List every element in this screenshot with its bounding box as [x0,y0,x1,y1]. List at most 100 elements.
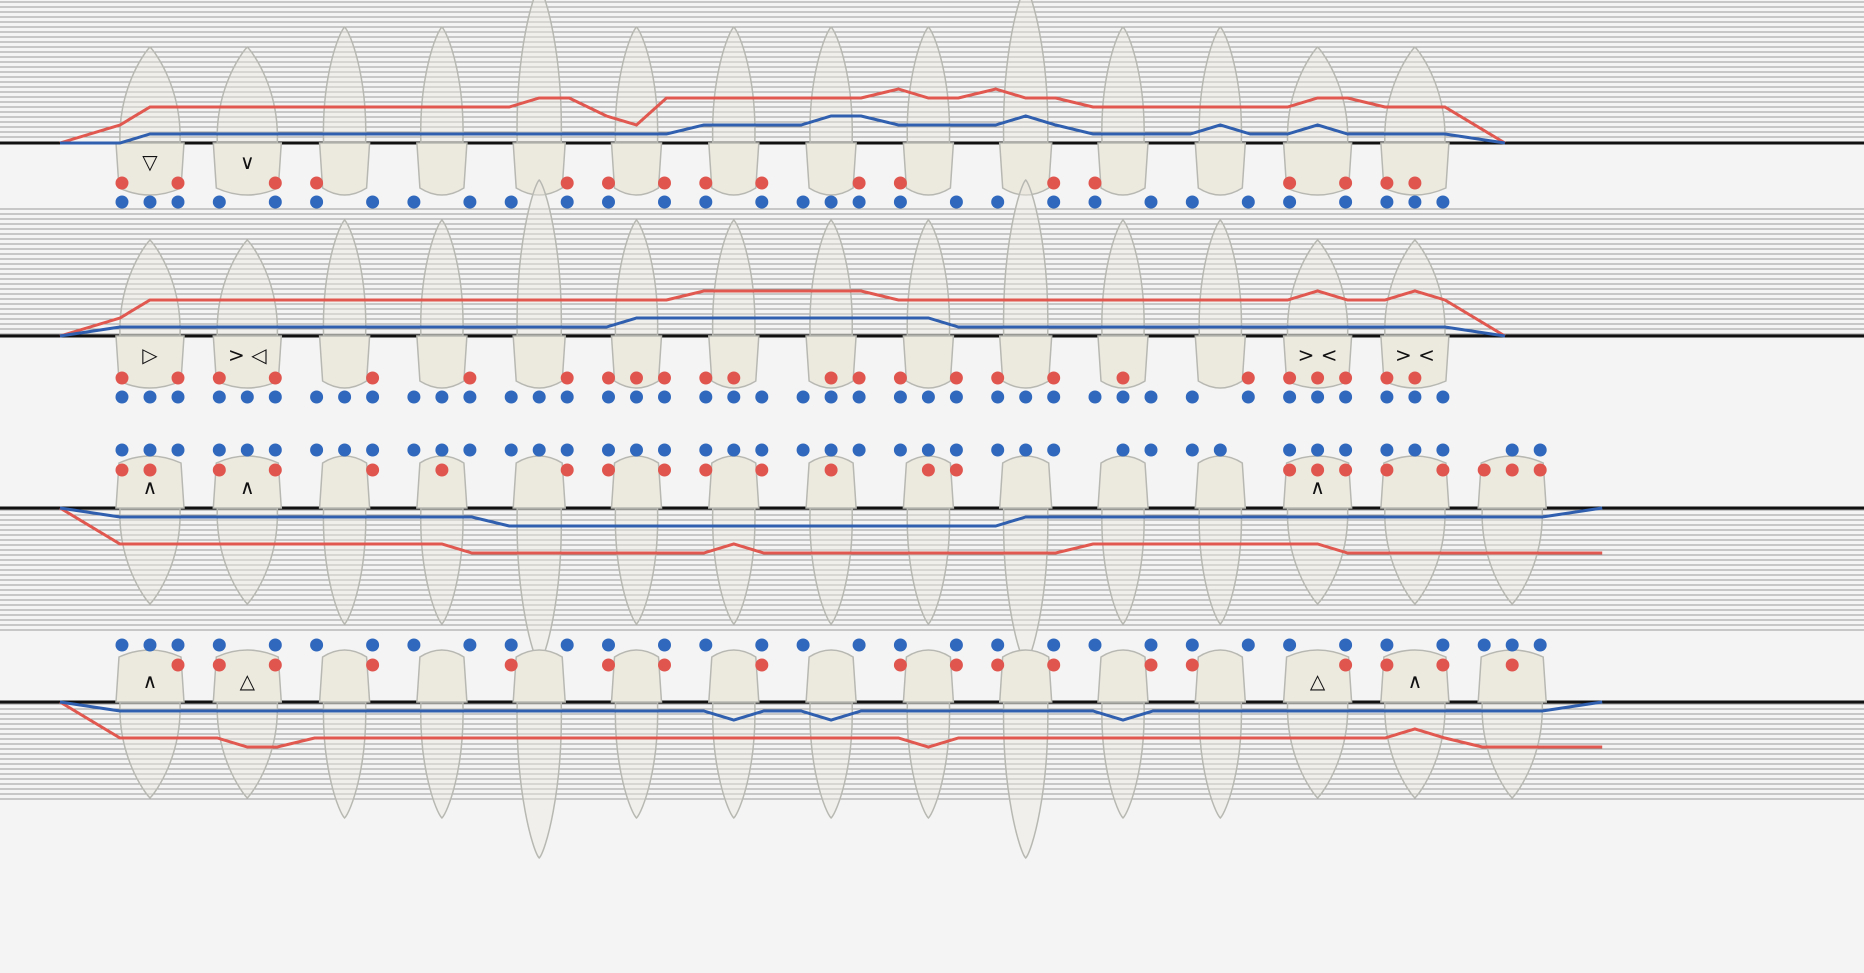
plaque-dot [991,638,1005,652]
tooth-root [216,507,279,606]
tooth-row-upper-buccal [115,0,1450,196]
plaque-dot [991,195,1005,209]
plaque-dot [1088,390,1102,404]
tooth-root [516,0,563,144]
plaque-dot [1380,638,1394,652]
tooth-crown [1380,455,1450,509]
bleeding-dot [949,658,963,672]
incisor-tooth [610,455,663,626]
premolar-tooth [318,649,371,820]
bleeding-dot [366,371,380,385]
premolar-tooth [318,218,371,389]
bleeding-dot [1283,371,1297,385]
plaque-dot [1047,390,1061,404]
premolar-tooth [1097,455,1149,626]
grid-bands [0,1,1864,800]
tooth-root [1384,238,1446,337]
tooth-root [1198,507,1243,626]
teeth-layer [115,0,1548,860]
plaque-dot [268,638,282,652]
plaque-dot [824,443,838,457]
bleeding-dot [171,176,185,190]
tooth-crown [512,455,567,509]
bleeding-dot [212,463,226,477]
bleeding-dot [1408,176,1422,190]
plaque-dot [630,443,643,457]
gingival-margin-line [59,506,1603,528]
plaque-dot [1241,195,1255,209]
plaque-dot [949,638,963,652]
plaque-dot [212,443,226,457]
tooth-crown [512,649,567,703]
grid-band-lower-buccal [0,700,1864,800]
molar-tooth [115,238,185,389]
bleeding-dot [1380,176,1394,190]
bleeding-dot [1505,463,1519,477]
plaque-dot [212,390,226,404]
bleeding-dot [991,658,1005,672]
plaque-dot [1144,195,1158,209]
bleeding-dot [143,463,157,477]
bleeding-dot [268,371,282,385]
plaque-dot [463,638,477,652]
premolar-tooth [1194,25,1247,196]
tooth-crown [1194,335,1247,389]
tooth-root [1198,25,1243,144]
tooth-root [119,238,181,337]
bleeding-dot [699,176,713,190]
bleeding-dot [755,658,769,672]
plaque-dot [796,443,810,457]
premolar-tooth [416,218,468,389]
tooth-crown [416,335,468,389]
tooth-row-lower-lingual [115,455,1548,666]
incisor-tooth [902,649,955,820]
tooth-root [1198,701,1243,820]
plaque-dot [1505,443,1519,457]
tooth-root [1198,218,1243,337]
tooth-root [1384,45,1446,144]
tooth-crown [318,649,371,703]
tooth-crown [1097,142,1149,196]
plaque-dot [602,443,615,457]
plaque-dot [143,443,157,457]
tooth-root [1286,701,1349,800]
tooth-crown [416,455,468,509]
tooth-root [420,701,464,820]
bleeding-dot [171,658,185,672]
molar-tooth [115,455,185,606]
plaque-dot [852,443,866,457]
plaque-dot [143,390,157,404]
canine-tooth [512,649,567,860]
molar-tooth [115,649,185,800]
molar-tooth [1380,455,1450,606]
plaque-dot [1241,390,1255,404]
attachment-level-line [59,506,1603,555]
tooth-crown [1380,649,1450,703]
plaque-dot [115,195,129,209]
tooth-root [322,25,367,144]
incisor-tooth [610,218,663,389]
plaque-dot [1047,195,1061,209]
plaque-dot [463,390,477,404]
plaque-dot [1185,638,1199,652]
bleeding-dot [755,176,769,190]
bleeding-dot [893,176,907,190]
plaque-dot [212,195,226,209]
tooth-root [1286,238,1349,337]
incisor-tooth [707,218,760,389]
tooth-root [1286,45,1349,144]
tooth-root [809,507,853,626]
canine-tooth [512,455,567,666]
plaque-dot [755,443,769,457]
bleeding-dot [1533,463,1547,477]
plaque-dot [699,390,713,404]
bleeding-dot [602,658,615,672]
plaque-dot [824,390,838,404]
tooth-root [809,701,853,820]
premolar-tooth [1097,25,1149,196]
plaque-dot [893,390,907,404]
tooth-crown [416,649,468,703]
plaque-dot [115,638,129,652]
bleeding-dot [1339,176,1353,190]
tooth-root [1002,701,1049,860]
